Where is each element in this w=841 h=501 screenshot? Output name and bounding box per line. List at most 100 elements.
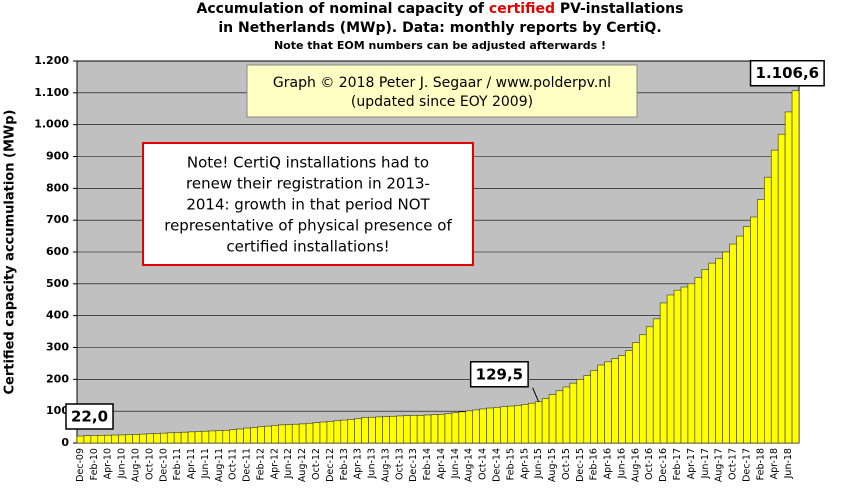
value-label-bg [469, 361, 529, 388]
x-tick-label: Jun-11 [200, 448, 211, 479]
x-tick-label: Jun-10 [117, 448, 128, 479]
value-label-box: 129,5 [469, 361, 529, 388]
x-tick-label: Oct-13 [394, 448, 405, 480]
y-tick-label: 0 [61, 436, 69, 449]
bar [708, 262, 716, 444]
x-tick-label: Jun-13 [367, 448, 378, 479]
bar [389, 415, 397, 444]
x-tick-label: Feb-12 [255, 448, 266, 480]
bar [645, 326, 654, 444]
bar [722, 251, 730, 444]
bar [236, 428, 244, 444]
bar [264, 425, 272, 444]
bar [229, 429, 237, 444]
bar [465, 410, 474, 444]
bar [562, 386, 571, 444]
bar [409, 415, 418, 444]
bar [298, 423, 307, 444]
bar [201, 430, 210, 444]
bar [618, 355, 626, 444]
bar [180, 431, 189, 444]
bar [694, 277, 703, 444]
bar [507, 405, 515, 444]
bar [451, 412, 460, 444]
y-tick-label: 1.100 [34, 86, 69, 99]
bar [361, 417, 369, 444]
bar [555, 390, 564, 444]
annotation: (updated since EOY 2009) [351, 94, 533, 110]
x-tick-label: Feb-14 [422, 448, 433, 480]
bar [611, 358, 619, 444]
x-tick-label: Dec-16 [658, 448, 669, 482]
bar [118, 434, 126, 444]
value-label-box: 1.106,6 [749, 59, 825, 87]
x-tick-label: Feb-10 [89, 448, 100, 480]
bar [243, 427, 251, 444]
bar [430, 414, 439, 444]
y-tick-label: 600 [46, 245, 69, 258]
annotation: Graph © 2018 Peter J. Segaar / www.polde… [273, 75, 611, 91]
value-label: 22,0 [71, 407, 108, 425]
y-tick-label: 900 [46, 150, 69, 163]
bar [534, 401, 543, 444]
bar [173, 432, 182, 444]
leader-line [532, 387, 540, 402]
y-tick-label: 200 [46, 372, 69, 385]
bar [576, 379, 585, 444]
y-tick-label: 500 [46, 277, 69, 290]
bar [715, 258, 723, 444]
bar [139, 433, 147, 444]
bar [652, 318, 661, 444]
bar [340, 419, 349, 444]
bar [514, 405, 522, 444]
bar [743, 226, 751, 444]
x-tick-label: Oct-11 [228, 448, 239, 480]
bar [187, 431, 196, 444]
y-tick-label: 100 [46, 404, 69, 417]
value-label-bg [65, 403, 114, 430]
bar [160, 432, 168, 444]
bar [666, 294, 675, 444]
x-tick-label: Dec-17 [741, 448, 752, 482]
x-tick-label: Aug-12 [297, 448, 308, 482]
x-tick-label: Dec-12 [325, 448, 336, 482]
x-tick-label: Dec-15 [575, 448, 586, 482]
x-tick-label: Oct-10 [144, 448, 155, 480]
x-tick-label: Oct-16 [644, 448, 655, 480]
x-tick-label: Dec-09 [75, 448, 86, 482]
chart-title: Accumulation of nominal capacity of cert… [197, 1, 684, 17]
bar [396, 415, 404, 444]
x-tick-label: Apr-16 [603, 448, 614, 479]
y-tick-label: 400 [46, 309, 69, 322]
bar [354, 418, 362, 444]
bar [125, 434, 133, 444]
bar [90, 435, 99, 444]
bar [284, 424, 293, 444]
bar [770, 149, 779, 444]
x-tick-label: Oct-14 [478, 448, 489, 480]
bar [500, 406, 508, 444]
x-tick-label: Jun-12 [283, 448, 294, 479]
x-tick-label: Dec-14 [492, 448, 503, 482]
bar [132, 434, 140, 444]
bar [763, 176, 772, 444]
x-tick-label: Apr-10 [103, 448, 114, 479]
bar [250, 427, 258, 444]
bar [493, 407, 501, 444]
x-tick-label: Aug-14 [464, 448, 475, 482]
bar [527, 402, 536, 444]
bar [104, 434, 113, 444]
bar [375, 416, 383, 444]
bar [541, 398, 550, 444]
bar [194, 431, 203, 444]
x-tick-label: Feb-17 [672, 448, 683, 480]
bar [312, 422, 321, 444]
bar [625, 350, 633, 444]
bar [701, 269, 710, 444]
y-tick-label: 700 [46, 213, 69, 226]
x-tick-label: Feb-11 [172, 448, 183, 480]
x-tick-label: Jun-18 [783, 448, 794, 479]
x-tick-label: Oct-12 [311, 448, 322, 480]
bar [777, 133, 786, 444]
